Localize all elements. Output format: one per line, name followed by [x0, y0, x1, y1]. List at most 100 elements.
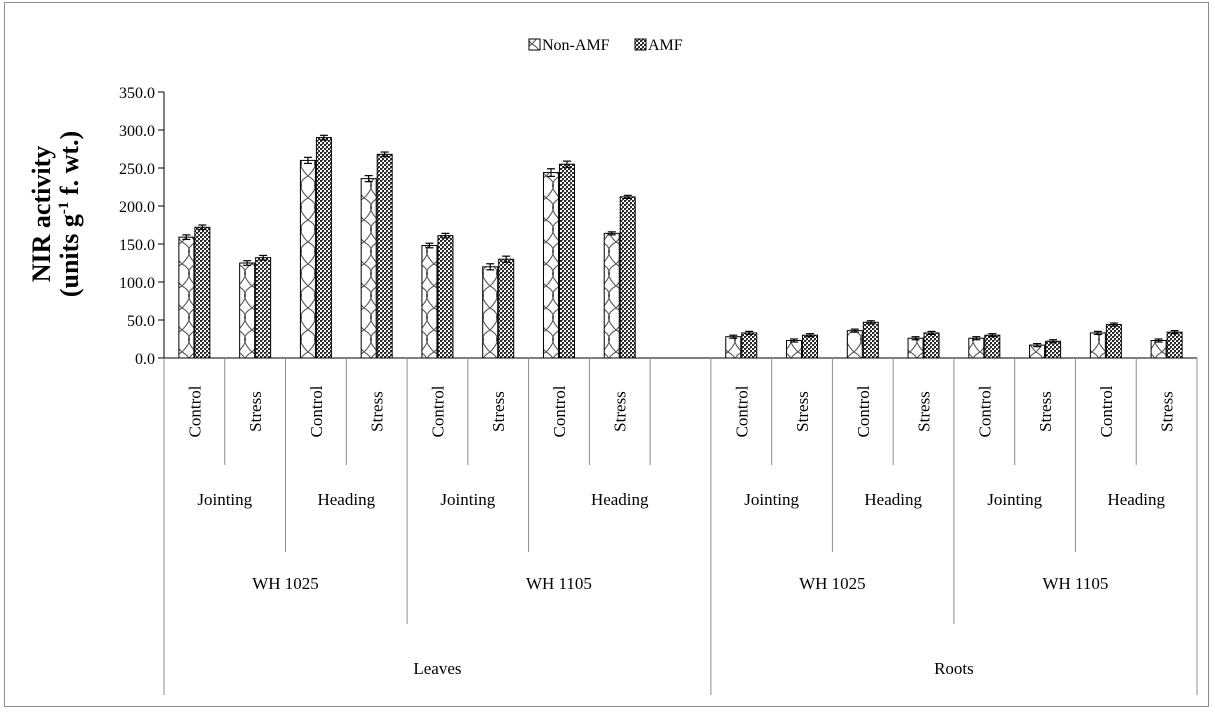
- error-bar-amf-7: [623, 194, 632, 199]
- x-category-label: Stress: [489, 391, 508, 432]
- error-bar-amf-5: [502, 255, 511, 263]
- error-bar-non-amf-11: [850, 328, 859, 333]
- y-tick-label: 150.0: [119, 237, 155, 254]
- error-bar-non-amf-13: [972, 336, 981, 341]
- x-tissue-group-label: Leaves: [413, 659, 461, 678]
- x-stage-group-label: Jointing: [744, 490, 799, 509]
- bar-amf-2: [315, 137, 332, 359]
- x-variety-group-label: WH 1105: [1042, 574, 1108, 593]
- bar-non-amf-10: [786, 340, 803, 359]
- bar-amf-10: [802, 334, 819, 359]
- legend-label-non-amf: Non-AMF: [542, 37, 610, 54]
- bar-amf-7: [619, 196, 636, 359]
- error-bar-non-amf-0: [182, 234, 191, 241]
- bars: [178, 134, 1183, 359]
- bar-amf-12: [923, 332, 940, 359]
- error-bar-non-amf-16: [1154, 338, 1163, 343]
- x-variety-group-label: WH 1025: [252, 574, 319, 593]
- x-category-label: Control: [307, 385, 326, 437]
- x-category-label: Stress: [368, 391, 387, 432]
- legend: Non-AMF AMF: [528, 37, 683, 54]
- y-tick-label: 100.0: [119, 275, 155, 292]
- x-category-label: Control: [732, 385, 751, 437]
- error-bar-non-amf-7: [607, 231, 616, 236]
- bar-non-amf-6: [542, 172, 559, 359]
- bar-amf-6: [558, 163, 575, 359]
- error-bar-non-amf-14: [1033, 342, 1042, 348]
- x-category-label: Control: [185, 385, 204, 437]
- bar-amf-9: [741, 332, 758, 359]
- y-tick-label: 200.0: [119, 199, 155, 216]
- y-tick-label: 0.0: [135, 351, 155, 368]
- error-bar-non-amf-6: [546, 168, 555, 177]
- bar-non-amf-15: [1089, 332, 1106, 359]
- bar-amf-15: [1105, 324, 1122, 359]
- error-bar-amf-1: [259, 254, 268, 261]
- bar-non-amf-5: [482, 266, 499, 359]
- bar-amf-11: [862, 321, 879, 359]
- x-variety-group-label: WH 1025: [799, 574, 866, 593]
- bar-non-amf-0: [178, 236, 195, 359]
- x-category-label: Control: [1097, 385, 1116, 437]
- x-category-label: Stress: [1036, 391, 1055, 432]
- x-category-label: Stress: [246, 391, 265, 432]
- x-stage-group-label: Heading: [864, 490, 922, 509]
- error-bar-amf-13: [988, 333, 997, 338]
- error-bar-non-amf-9: [729, 334, 738, 339]
- y-axis-title-line2: (units g-1 f. wt.): [55, 131, 84, 297]
- error-bar-non-amf-2: [303, 156, 312, 165]
- error-bar-amf-9: [745, 330, 754, 336]
- y-axis: 0.0 50.0 100.0 150.0 200.0 250.0 300.0 350.0: [119, 85, 165, 368]
- x-stage-group-label: Jointing: [197, 490, 252, 509]
- x-category-label: Control: [854, 385, 873, 437]
- y-tick-label: 350.0: [119, 85, 155, 102]
- x-stage-group-label: Jointing: [440, 490, 495, 509]
- x-category-label: Stress: [793, 391, 812, 432]
- error-bar-amf-0: [198, 224, 207, 231]
- error-bar-non-amf-1: [243, 260, 252, 266]
- x-stage-group-label: Heading: [591, 490, 649, 509]
- y-tick-label: 300.0: [119, 123, 155, 140]
- x-category-label: Stress: [1158, 391, 1177, 432]
- error-bar-amf-6: [562, 160, 571, 168]
- bar-amf-16: [1166, 331, 1183, 359]
- error-bar-amf-11: [866, 320, 875, 325]
- y-tick-label: 250.0: [119, 161, 155, 178]
- bar-amf-13: [984, 334, 1001, 359]
- bar-non-amf-12: [907, 337, 924, 359]
- x-stage-group-label: Jointing: [987, 490, 1042, 509]
- x-stage-group-label: Heading: [317, 490, 375, 509]
- bar-amf-0: [194, 226, 211, 359]
- error-bar-amf-2: [319, 134, 328, 141]
- x-variety-group-label: WH 1105: [526, 574, 592, 593]
- bar-non-amf-3: [360, 178, 377, 359]
- bar-non-amf-16: [1150, 340, 1167, 359]
- x-category-label: Control: [550, 385, 569, 437]
- legend-swatch-non-amf: [528, 38, 541, 51]
- x-category-label: Stress: [611, 391, 630, 432]
- bar-non-amf-11: [846, 330, 863, 359]
- bar-non-amf-2: [299, 159, 316, 359]
- bar-non-amf-13: [968, 337, 985, 359]
- x-tissue-group-label: Roots: [934, 659, 974, 678]
- error-bar-non-amf-5: [486, 263, 495, 271]
- y-tick-label: 50.0: [127, 313, 155, 330]
- legend-swatch-amf: [634, 38, 647, 51]
- error-bar-amf-4: [441, 232, 450, 239]
- bar-non-amf-4: [421, 245, 438, 359]
- x-category-label: Control: [975, 385, 994, 437]
- error-bar-amf-14: [1049, 339, 1058, 344]
- legend-label-amf: AMF: [648, 37, 683, 54]
- error-bar-amf-10: [806, 333, 815, 338]
- x-category-label: Stress: [915, 391, 934, 432]
- x-category-label: Control: [428, 385, 447, 437]
- error-bar-non-amf-10: [790, 338, 799, 343]
- bar-amf-14: [1045, 340, 1062, 359]
- error-bar-non-amf-12: [911, 336, 920, 341]
- x-axis: Control Stress Control Stress Control Stress C…: [163, 357, 1198, 695]
- bar-amf-4: [437, 235, 454, 359]
- bar-amf-1: [255, 257, 272, 359]
- y-axis-title-line1: NIR activity: [27, 146, 56, 282]
- bar-non-amf-7: [603, 232, 620, 359]
